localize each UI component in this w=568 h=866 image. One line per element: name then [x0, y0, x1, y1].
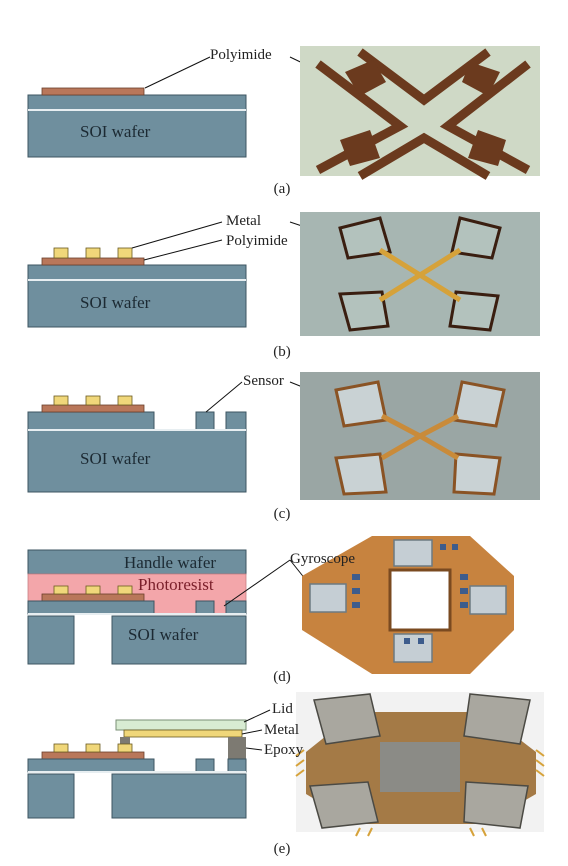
caption-c: (c): [262, 507, 302, 522]
device-layer-right: [228, 759, 246, 772]
device-layer-left: [28, 759, 154, 772]
soi-substrate-right: [112, 774, 246, 818]
handle-wafer-label: Handle wafer: [124, 554, 216, 571]
metal-leader: [132, 222, 222, 248]
caption-a: (a): [262, 182, 302, 197]
caption-d: (d): [262, 670, 302, 685]
metal-pad-2: [86, 744, 100, 752]
epoxy-leader: [246, 748, 262, 750]
sensor-leader: [206, 382, 242, 412]
polyimide-layer: [42, 88, 144, 95]
wafer-label-c: SOI wafer: [80, 450, 150, 467]
metal-pad-2: [86, 396, 100, 405]
device-layer-left: [28, 412, 154, 430]
metal-pad-1: [54, 744, 68, 752]
metal-pad-2: [86, 586, 100, 594]
metal-pad-1: [54, 586, 68, 594]
device-layer-left: [28, 601, 154, 614]
metal-pad-3: [118, 248, 132, 258]
metal-leader: [242, 730, 262, 734]
device-layer-right: [226, 412, 246, 430]
metal-pad-1: [54, 248, 68, 258]
lid-leader: [244, 710, 270, 722]
lid: [116, 720, 246, 730]
metal-pad-3: [118, 396, 132, 405]
epoxy-right: [228, 737, 246, 760]
photoresist-label: Photoresist: [138, 576, 214, 593]
label-polyimide-a: Polyimide: [210, 48, 272, 63]
soi-substrate-left: [28, 616, 74, 664]
sensor-structure: [196, 601, 214, 614]
panel-d-graphic: [0, 530, 568, 690]
metal-pad-1: [54, 396, 68, 405]
polyimide-layer: [42, 258, 144, 265]
panel-b: Metal Polyimide SOI wafer (b): [0, 200, 568, 370]
panel-c: Sensor SOI wafer (c): [0, 370, 568, 530]
panel-a: Polyimide SOI wafer (a): [0, 0, 568, 200]
polyimide-leader: [145, 57, 210, 88]
label-sensor: Sensor: [243, 374, 284, 389]
caption-b: (b): [262, 345, 302, 360]
metal-pad-3: [118, 744, 132, 752]
wafer-label-a: SOI wafer: [80, 123, 150, 140]
metal-pad-2: [86, 248, 100, 258]
photo-e: [296, 694, 544, 836]
label-metal-b: Metal: [226, 214, 261, 229]
label-metal-e: Metal: [264, 723, 299, 738]
sensor-structure: [196, 412, 214, 430]
wafer-label-b: SOI wafer: [80, 294, 150, 311]
label-gyroscope: Gyroscope: [290, 552, 355, 567]
polyimide-leader: [144, 240, 222, 260]
polyimide-layer: [42, 594, 144, 601]
sensor-structure: [196, 759, 214, 772]
panel-d: Gyroscope Handle wafer Photoresist SOI w…: [0, 530, 568, 690]
label-lid: Lid: [272, 702, 293, 717]
metal-pad-3: [118, 586, 132, 594]
caption-e: (e): [262, 842, 302, 857]
soi-substrate-left: [28, 774, 74, 818]
panel-e: Lid Metal Epoxy (e): [0, 690, 568, 866]
wafer-label-d: SOI wafer: [128, 626, 198, 643]
polyimide-layer: [42, 405, 144, 412]
lid-metal: [124, 730, 242, 737]
label-polyimide-b: Polyimide: [226, 234, 288, 249]
label-epoxy: Epoxy: [264, 743, 303, 758]
panel-a-graphic: [0, 0, 568, 200]
polyimide-layer: [42, 752, 144, 759]
